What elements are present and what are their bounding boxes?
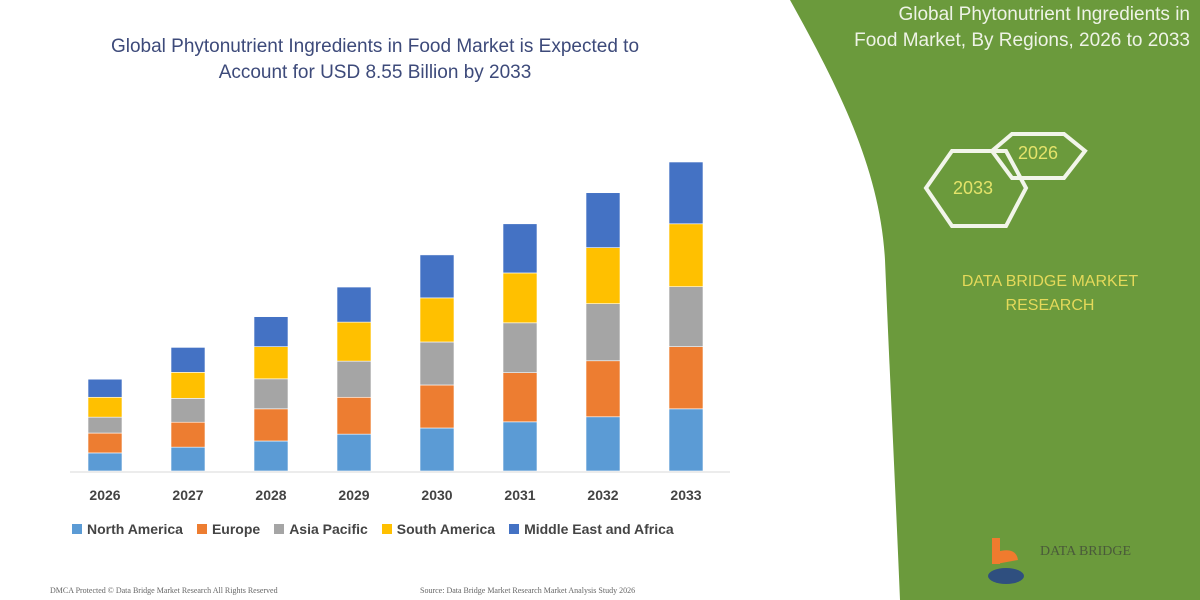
side-title-line: Global Phytonutrient Ingredients in xyxy=(898,4,1190,25)
hex-label-2026: 2026 xyxy=(1018,143,1059,163)
bar-segment-north-america-2026 xyxy=(87,452,123,472)
bar-segment-south-america-2028 xyxy=(253,346,289,380)
bar-segment-north-america-2029 xyxy=(336,433,372,472)
x-tick-label: 2027 xyxy=(172,487,203,503)
bar-segment-south-america-2030 xyxy=(419,297,455,343)
bar-segment-asia-pacific-2026 xyxy=(87,416,123,434)
x-tick-label: 2029 xyxy=(338,487,369,503)
legend-swatch xyxy=(381,524,392,534)
bar-segment-south-america-2029 xyxy=(336,321,372,362)
bar-segment-europe-2026 xyxy=(87,432,123,454)
brand-text: DATA BRIDGE MARKET RESEARCH xyxy=(900,270,1200,318)
legend-label: Middle East and Africa xyxy=(524,521,674,537)
legend-item: North America xyxy=(72,521,183,537)
bar-segment-middle-east-and-africa-2030 xyxy=(419,254,455,299)
hex-label-2033: 2033 xyxy=(953,178,994,198)
title-line: Global Phytonutrient Ingredients in Food… xyxy=(110,36,640,57)
brand-line: RESEARCH xyxy=(1005,297,1095,314)
legend-label: South America xyxy=(396,521,496,537)
legend-swatch xyxy=(72,524,82,534)
legend-label: Asia Pacific xyxy=(289,521,368,537)
bar-segment-europe-2031 xyxy=(502,372,538,423)
bar-segment-south-america-2033 xyxy=(668,223,704,287)
hexagon-2033 xyxy=(923,149,1029,228)
chart-title: Global Phytonutrient Ingredients in Food… xyxy=(40,34,710,86)
bar-segment-europe-2030 xyxy=(419,384,455,429)
bar-segment-europe-2032 xyxy=(585,360,621,418)
bar-segment-europe-2033 xyxy=(668,346,704,410)
bar-segment-south-america-2031 xyxy=(502,272,538,324)
bar-segment-north-america-2027 xyxy=(170,446,206,472)
title-line: Account for USD 8.55 Billion by 2033 xyxy=(218,62,532,83)
bar-segment-asia-pacific-2027 xyxy=(170,398,206,423)
bar-segment-middle-east-and-africa-2029 xyxy=(336,286,372,323)
chart-area: 2026 2027 2028 2029 2030 2031 2032 2033 xyxy=(70,161,730,503)
brand-line: DATA BRIDGE MARKET xyxy=(961,273,1139,290)
bar-segment-asia-pacific-2029 xyxy=(336,360,372,398)
bar-segment-north-america-2031 xyxy=(502,421,538,472)
x-tick-label: 2033 xyxy=(670,487,701,503)
bar-segment-asia-pacific-2032 xyxy=(585,303,621,362)
x-tick-label: 2030 xyxy=(421,487,452,503)
legend: North America Europe Asia Pacific South Ame… xyxy=(72,521,674,537)
bar-segment-middle-east-and-africa-2033 xyxy=(668,161,704,225)
legend-item: South America xyxy=(381,521,496,537)
bar-segment-north-america-2028 xyxy=(253,440,289,472)
legend-item: Asia Pacific xyxy=(274,521,368,537)
bar-segment-middle-east-and-africa-2031 xyxy=(502,223,538,274)
side-title-line: Food Market, By Regions, 2026 to 2033 xyxy=(854,30,1190,51)
bar-segment-middle-east-and-africa-2032 xyxy=(585,192,621,248)
bar-segment-asia-pacific-2028 xyxy=(253,378,289,410)
legend-swatch xyxy=(509,524,520,534)
bar-segment-south-america-2032 xyxy=(585,247,621,304)
side-panel-title: Global Phytonutrient Ingredients in Food… xyxy=(800,2,1190,54)
legend-label: Europe xyxy=(211,521,261,537)
x-tick-label: 2032 xyxy=(587,487,618,503)
bar-segment-north-america-2030 xyxy=(419,427,455,472)
bar-segment-north-america-2033 xyxy=(668,408,704,472)
bar-segment-middle-east-and-africa-2028 xyxy=(253,316,289,347)
bar-segment-asia-pacific-2033 xyxy=(668,286,704,347)
legend-item: Europe xyxy=(196,521,261,537)
bar-segment-south-america-2027 xyxy=(170,372,206,399)
green-side-panel xyxy=(790,0,1200,600)
legend-label: North America xyxy=(87,521,183,537)
bar-segment-europe-2028 xyxy=(253,408,289,442)
bar-segment-middle-east-and-africa-2026 xyxy=(87,378,123,398)
x-tick-label: 2031 xyxy=(504,487,535,503)
bar-segment-asia-pacific-2030 xyxy=(419,341,455,386)
bar-segment-middle-east-and-africa-2027 xyxy=(170,347,206,373)
bar-segment-europe-2027 xyxy=(170,421,206,448)
legend-item: Middle East and Africa xyxy=(509,521,674,537)
bar-segment-asia-pacific-2031 xyxy=(502,322,538,373)
logo-text: DATA BRIDGE xyxy=(1040,544,1132,559)
x-tick-label: 2028 xyxy=(255,487,286,503)
bar-segment-europe-2029 xyxy=(336,396,372,435)
bar-segment-north-america-2032 xyxy=(585,416,621,472)
footer-source: Source: Data Bridge Market Research Mark… xyxy=(420,586,636,595)
footer-copyright: DMCA Protected © Data Bridge Market Rese… xyxy=(50,586,278,595)
x-tick-label: 2026 xyxy=(89,487,120,503)
bar-segment-south-america-2026 xyxy=(87,396,123,418)
legend-swatch xyxy=(196,524,207,534)
logo-icon xyxy=(988,538,1024,584)
legend-swatch xyxy=(274,524,285,534)
